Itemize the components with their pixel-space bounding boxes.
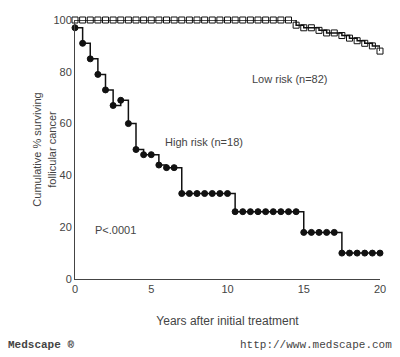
svg-text:60: 60: [60, 117, 72, 129]
svg-text:0: 0: [72, 283, 78, 295]
svg-text:10: 10: [221, 283, 233, 295]
svg-text:0: 0: [66, 273, 72, 285]
svg-text:High risk (n=18): High risk (n=18): [165, 136, 243, 148]
svg-text:Years after initial treatment: Years after initial treatment: [156, 314, 299, 328]
svg-text:Cumulative % survivingfollicul: Cumulative % survivingfollicular cancer: [31, 92, 57, 206]
svg-text:5: 5: [148, 283, 154, 295]
svg-text:15: 15: [298, 283, 310, 295]
svg-text:http://www.medscape.com: http://www.medscape.com: [240, 339, 392, 351]
svg-text:20: 20: [60, 221, 72, 233]
svg-text:Medscape ®: Medscape ®: [8, 339, 74, 351]
svg-text:100: 100: [53, 14, 71, 26]
svg-text:40: 40: [60, 169, 72, 181]
svg-text:20: 20: [374, 283, 386, 295]
svg-text:80: 80: [60, 66, 72, 78]
svg-text:Low risk (n=82): Low risk (n=82): [252, 73, 328, 85]
svg-text:P<.0001: P<.0001: [95, 224, 136, 236]
